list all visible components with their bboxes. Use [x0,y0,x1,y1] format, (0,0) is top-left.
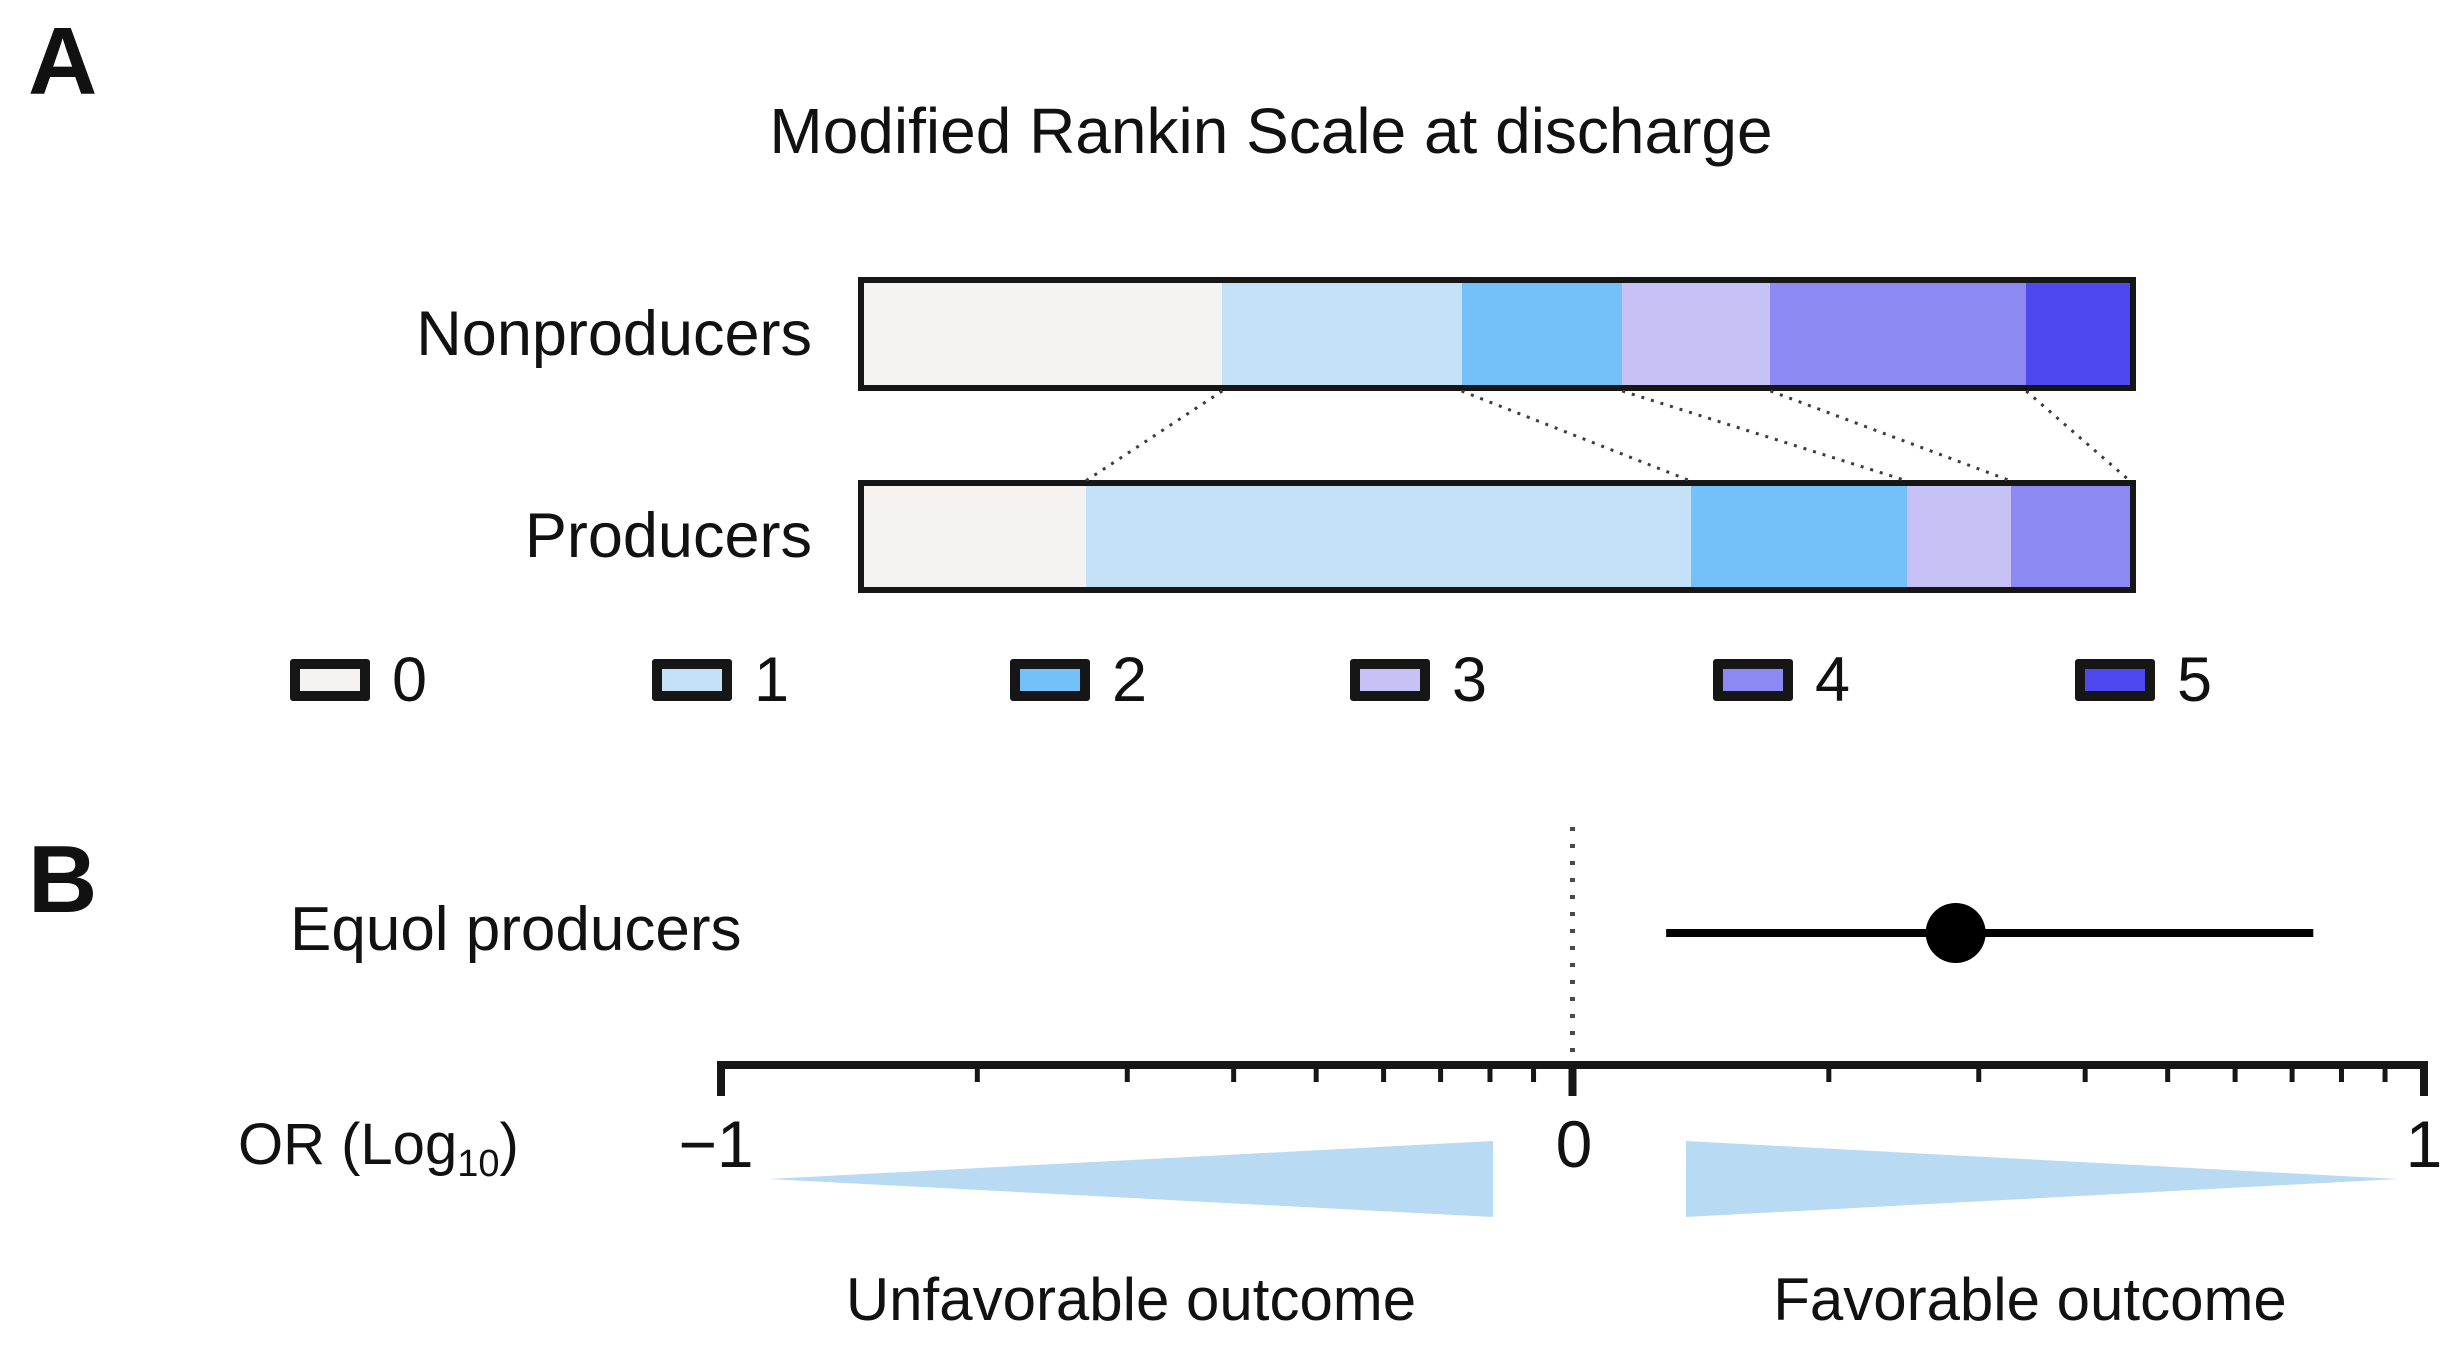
tick-label-0: 0 [1555,1107,1593,1181]
bar-segment-mrs1 [1085,486,1691,587]
favorable-outcome-label: Favorable outcome [1773,1266,2287,1333]
bar-segment-mrs3 [1622,283,1771,385]
panel-b-label: B [28,826,100,933]
x-axis-label-post: ) [499,1112,519,1177]
bar-segment-mrs5 [2026,283,2130,385]
legend-swatch-icon [1350,659,1430,701]
bar-segment-mrs4 [2010,486,2130,587]
x-axis-label-subscript: 10 [457,1143,500,1185]
bar-segment-mrs3 [1907,486,2011,587]
favorable-arrow-icon [1686,1141,2398,1217]
legend-label: 2 [1112,645,1148,715]
connector-line [1084,389,1224,483]
row-label-producers: Producers [524,501,812,571]
legend-label: 4 [1815,645,1851,715]
connector-line [1461,389,1692,483]
legend-label: 0 [392,645,428,715]
legend-item-4: 4 [1713,646,1850,714]
bar-segment-mrs0 [864,486,1086,587]
stacked-bar-nonproducers [858,277,2136,391]
legend-label: 5 [2177,645,2213,715]
forest-row-label: Equol producers [290,895,742,964]
bar-segment-mrs2 [1461,283,1623,385]
bar-segment-mrs1 [1222,283,1462,385]
bar-segment-mrs0 [864,283,1223,385]
legend-item-3: 3 [1350,646,1487,714]
panel-a-label: A [28,8,100,115]
chart-title: Modified Rankin Scale at discharge [769,95,1773,167]
legend-item-0: 0 [290,646,427,714]
legend-label: 3 [1452,645,1488,715]
unfavorable-arrow-icon [769,1141,1493,1217]
legend-item-5: 5 [2075,646,2212,714]
tick-label-1: 1 [2405,1107,2443,1181]
bar-segment-mrs2 [1690,486,1908,587]
legend-swatch-icon [1010,659,1090,701]
legend-label: 1 [754,645,790,715]
bar-connector-lines [1084,389,2131,483]
unfavorable-outcome-label: Unfavorable outcome [845,1266,1417,1333]
forest-plot [717,827,2428,1096]
legend-swatch-icon [290,659,370,701]
legend-item-1: 1 [652,646,789,714]
x-axis-label-pre: OR (Log [238,1112,458,1177]
legend-swatch-icon [652,659,732,701]
stacked-bar-producers [858,480,2136,593]
row-label-nonproducers: Nonproducers [416,299,812,369]
point-estimate-marker [1925,903,1986,963]
bar-segment-mrs4 [1770,283,2027,385]
legend-item-2: 2 [1010,646,1147,714]
tick-label-minus1: −1 [678,1107,754,1181]
connector-line [1769,389,2012,483]
legend-swatch-icon [2075,659,2155,701]
connector-line [1621,389,1908,483]
x-axis-label: OR (Log10) [238,1112,519,1197]
connector-line [2025,389,2131,483]
legend-swatch-icon [1713,659,1793,701]
